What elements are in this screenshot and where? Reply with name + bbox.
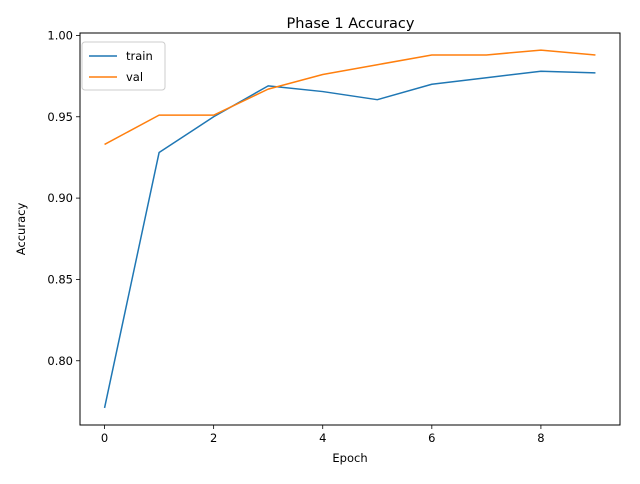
y-axis-label: Accuracy <box>14 203 28 256</box>
x-tick-label: 0 <box>101 431 108 445</box>
y-axis-ticks: 0.80 0.85 0.90 0.95 1.00 <box>47 28 80 368</box>
legend-label-val: val <box>126 70 143 84</box>
chart-title: Phase 1 Accuracy <box>287 16 415 32</box>
plot-frame <box>79 32 621 426</box>
x-tick-label: 6 <box>428 431 435 445</box>
y-tick-label: 1.00 <box>47 28 73 42</box>
x-tick-label: 4 <box>319 431 326 445</box>
legend: train val <box>81 41 166 91</box>
y-tick-label: 0.90 <box>47 191 73 205</box>
series-line-train <box>103 70 596 409</box>
series-line-val <box>104 49 596 146</box>
x-axis-ticks: 0 2 4 6 8 <box>101 425 545 445</box>
legend-box <box>81 41 166 91</box>
y-tick-label: 0.80 <box>47 354 73 368</box>
x-tick-label: 8 <box>537 431 544 445</box>
x-tick-label: 2 <box>210 431 217 445</box>
y-tick-label: 0.95 <box>47 110 73 124</box>
x-axis-label: Epoch <box>332 451 367 465</box>
y-tick-label: 0.85 <box>47 272 73 286</box>
series-lines <box>103 49 596 409</box>
legend-label-train: train <box>126 49 153 63</box>
